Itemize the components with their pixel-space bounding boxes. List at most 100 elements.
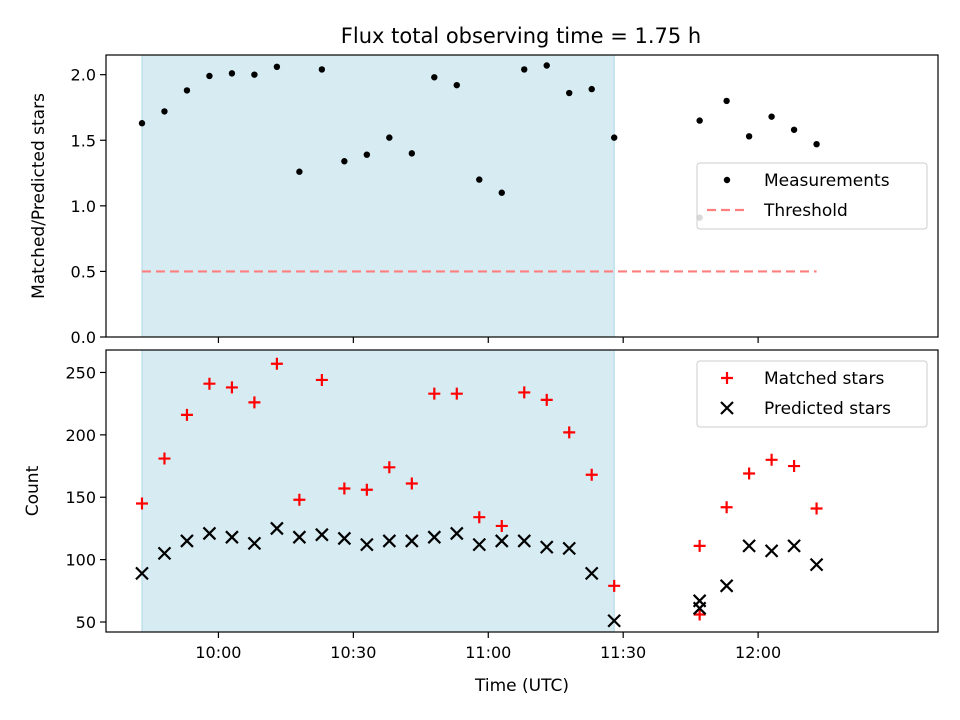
x-tick-label: 10:00 (195, 643, 241, 662)
predicted-star-point (517, 534, 532, 548)
bottom-axes-frame (105, 349, 939, 633)
measurement-point (183, 87, 191, 94)
predicted-star-point (405, 534, 419, 548)
top-shaded-region (141, 54, 615, 338)
matched-star-point (743, 467, 756, 480)
predicted-star-point (809, 557, 824, 572)
top-axes-frame (105, 54, 939, 338)
top-axis-ticks: 0.0 0.5 1.0 1.5 2.0 (71, 66, 759, 347)
predicted-star-point (270, 521, 284, 536)
predicted-star-point (764, 544, 779, 558)
x-tick-label: 11:00 (465, 643, 511, 662)
predicted-star-point (360, 537, 374, 552)
measurement-point (610, 134, 618, 141)
predicted-star-point (719, 579, 734, 593)
predicted-star-point (787, 539, 801, 553)
matched-star-point (473, 511, 486, 524)
matched-star-point (720, 501, 733, 514)
bot-y-tick-label: 50 (76, 613, 96, 632)
legend-label: Matched stars (764, 369, 884, 389)
matched-star-point (293, 493, 306, 506)
bottom-shaded-span (141, 349, 615, 633)
matched-star-point (135, 497, 148, 510)
bottom-legend: Matched stars Predicted stars (696, 360, 928, 428)
x-tick-label: 11:30 (600, 643, 646, 662)
top-panel: 0.00.51.01.52.0 Matched/Predicted stars … (29, 54, 939, 347)
bottom-y-axis-label: Count (23, 465, 43, 516)
predicted-star-point (450, 526, 464, 541)
top-legend: Measurements Threshold (696, 162, 928, 230)
predicted-star-point (742, 539, 756, 553)
measurement-point (318, 66, 326, 73)
bot-y-tick-label: 200 (65, 426, 96, 445)
bot-shaded-region (141, 349, 615, 633)
legend-predicted-marker (720, 401, 734, 415)
matched-star-point (788, 460, 801, 473)
measurement-point (138, 120, 146, 127)
matched-star-point (540, 393, 553, 406)
measurement-point (251, 71, 258, 78)
predicted-star-point (607, 613, 621, 628)
measurement-point (363, 151, 371, 158)
x-tick-label: 10:30 (330, 643, 376, 662)
matched-star-point (563, 426, 576, 439)
top-legend-box (696, 162, 928, 230)
measurement-point (521, 66, 528, 73)
legend-label: Threshold (763, 201, 848, 221)
top-y-tick-label: 0.0 (71, 328, 96, 347)
matched-star-point (180, 408, 193, 421)
measurement-point (341, 158, 348, 165)
matched-star-point (158, 452, 171, 465)
legend-measurements-marker (723, 176, 731, 184)
bottom-marks (135, 357, 824, 628)
predicted-star-point (382, 534, 397, 548)
predicted-star-point (494, 534, 509, 548)
predicted-star-point (180, 534, 194, 548)
predicted-star-point (247, 536, 262, 551)
measurement-point (273, 63, 281, 71)
matched-star-point (518, 386, 531, 399)
top-marks (138, 62, 820, 273)
measurement-point (476, 176, 483, 183)
matched-star-point (248, 396, 261, 409)
measurement-point (386, 134, 393, 141)
matched-star-point (270, 357, 283, 370)
top-y-tick-label: 0.5 (71, 262, 96, 281)
top-y-tick-label: 1.0 (71, 197, 96, 216)
x-tick-label: 12:00 (735, 643, 781, 662)
matched-star-point (383, 461, 396, 474)
measurement-point (768, 113, 775, 120)
measurement-point (745, 133, 753, 140)
top-y-tick-label: 2.0 (71, 66, 96, 85)
matched-star-point (360, 483, 373, 496)
predicted-star-point (202, 526, 217, 541)
predicted-star-point (539, 540, 554, 554)
measurement-point (453, 81, 460, 89)
predicted-star-point (135, 566, 149, 581)
bot-y-tick-label: 100 (65, 551, 96, 570)
legend-label: Predicted stars (764, 399, 891, 419)
top-y-axis-label: Matched/Predicted stars (29, 93, 49, 299)
matched-star-point (428, 387, 441, 400)
top-y-tick-label: 1.5 (71, 131, 96, 150)
predicted-star-point (584, 566, 599, 581)
matched-star-point (203, 377, 216, 390)
bot-y-tick-label: 150 (65, 488, 96, 507)
bottom-axis-ticks: 50 100 150 200 250 10:00 10:30 11:00 11:30 12:00 (65, 363, 781, 662)
predicted-star-point (472, 537, 487, 552)
predicted-star-point (692, 594, 707, 608)
matched-star-point (810, 502, 823, 515)
top-shaded-span (141, 54, 615, 338)
figure-title: Flux total observing time = 1.75 h (341, 24, 701, 48)
matched-star-point (450, 387, 463, 400)
measurement-point (228, 70, 236, 77)
matched-star-point (225, 381, 238, 394)
legend-matched-marker (721, 372, 733, 384)
measurement-point (296, 168, 303, 175)
matched-star-point (495, 519, 508, 532)
predicted-star-point (427, 530, 442, 544)
measurement-point (408, 150, 416, 157)
matched-star-point (608, 579, 621, 592)
